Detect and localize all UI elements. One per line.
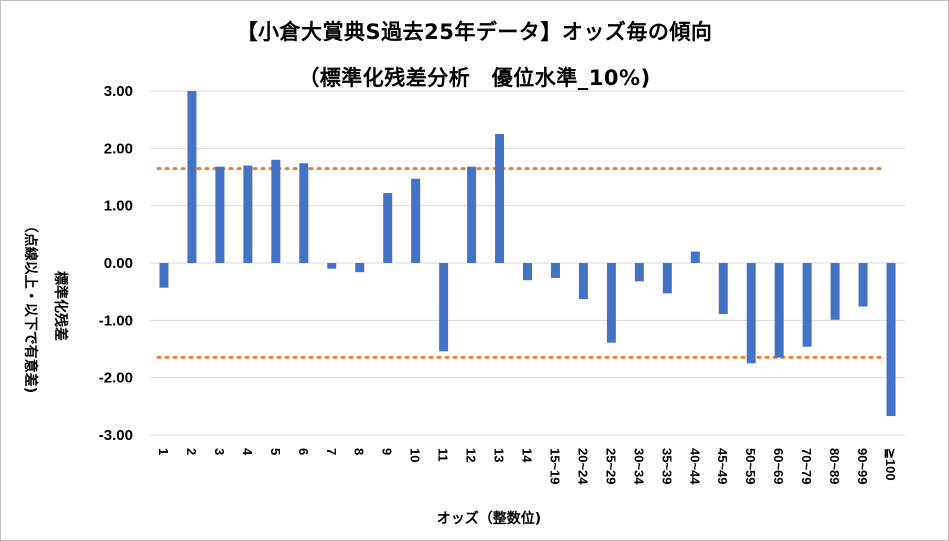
x-tick-label: ≧100 xyxy=(883,448,898,481)
x-tick-label: 9 xyxy=(380,448,395,455)
x-tick-label: 90~99 xyxy=(855,448,870,485)
bar-45~49 xyxy=(718,263,728,315)
x-tick-label: 30~34 xyxy=(631,448,646,485)
x-tick-label: 12 xyxy=(464,448,479,462)
x-tick-label: 6 xyxy=(296,448,311,455)
bar-70~79 xyxy=(802,263,812,347)
y-axis-note: （点線以上・以下で有意差) xyxy=(22,219,39,393)
bar-20~24 xyxy=(578,263,588,300)
x-tick-label: 4 xyxy=(240,448,255,456)
y-tick-label: -1.00 xyxy=(99,312,133,329)
bar-7 xyxy=(327,263,337,269)
x-tick-label: 60~69 xyxy=(771,448,786,485)
x-tick-labels: 1 2 3 4 5 6 7 8 9 10 11 12 13 14 15~19 20~24 25~29 30~34 3… xyxy=(156,448,898,485)
bar-3 xyxy=(215,166,225,263)
x-tick-label: 80~89 xyxy=(827,448,842,485)
y-tick-label: 2.00 xyxy=(104,140,133,157)
bar-2 xyxy=(187,91,197,263)
y-tick-label: -3.00 xyxy=(99,427,133,444)
y-tick-label: 0.00 xyxy=(104,255,133,272)
bars xyxy=(159,91,896,417)
x-tick-label: 10 xyxy=(408,448,423,462)
x-tick-label: 45~49 xyxy=(715,448,730,485)
x-tick-label: 2 xyxy=(184,448,199,455)
bar-1 xyxy=(159,263,169,288)
bar-≧100 xyxy=(886,263,896,417)
bar-9 xyxy=(383,193,393,263)
bar-6 xyxy=(299,163,309,263)
bar-15~19 xyxy=(550,263,560,278)
x-tick-label: 35~39 xyxy=(659,448,674,485)
x-tick-label: 70~79 xyxy=(799,448,814,485)
bar-80~89 xyxy=(830,263,840,320)
bar-60~69 xyxy=(774,263,784,358)
y-tick-label: 1.00 xyxy=(104,198,133,215)
bar-35~39 xyxy=(662,263,672,294)
bar-14 xyxy=(523,263,532,281)
y-tick-labels: 3.00 2.00 1.00 0.00 -1.00 -2.00 -3.00 xyxy=(99,83,133,444)
bar-40~44 xyxy=(690,251,700,263)
bar-11 xyxy=(439,263,449,352)
bar-5 xyxy=(271,159,281,263)
y-axis-title: 標準化残差 xyxy=(52,271,69,341)
x-tick-label: 1 xyxy=(156,448,171,455)
bar-8 xyxy=(355,263,365,273)
x-tick-label: 50~59 xyxy=(743,448,758,485)
bar-50~59 xyxy=(746,263,756,364)
x-axis-title: オッズ（整数位) xyxy=(437,510,541,527)
y-tick-label: -2.00 xyxy=(99,370,133,387)
x-tick-label: 5 xyxy=(268,448,283,455)
x-tick-label: 40~44 xyxy=(687,448,702,485)
x-tick-label: 13 xyxy=(492,448,507,462)
x-tick-label: 3 xyxy=(212,448,227,455)
x-tick-label: 15~19 xyxy=(547,448,562,485)
x-tick-label: 11 xyxy=(436,448,451,462)
bar-30~34 xyxy=(634,263,644,282)
bar-90~99 xyxy=(858,263,868,307)
chart-title-line2: （標準化残差分析 優位水準_10%) xyxy=(298,66,651,90)
y-tick-label: 3.00 xyxy=(104,83,133,100)
bar-10 xyxy=(411,178,421,263)
bar-13 xyxy=(495,134,505,263)
x-tick-label: 20~24 xyxy=(575,448,590,485)
x-tick-label: 14 xyxy=(520,448,535,463)
bar-25~29 xyxy=(606,263,616,343)
x-tick-label: 8 xyxy=(352,448,367,455)
x-tick-label: 7 xyxy=(324,448,339,455)
bar-12 xyxy=(467,166,477,263)
x-tick-label: 25~29 xyxy=(603,448,618,485)
chart-title-line1: 【小倉大賞典S過去25年データ】オッズ毎の傾向 xyxy=(236,20,713,44)
bar-4 xyxy=(243,165,253,263)
